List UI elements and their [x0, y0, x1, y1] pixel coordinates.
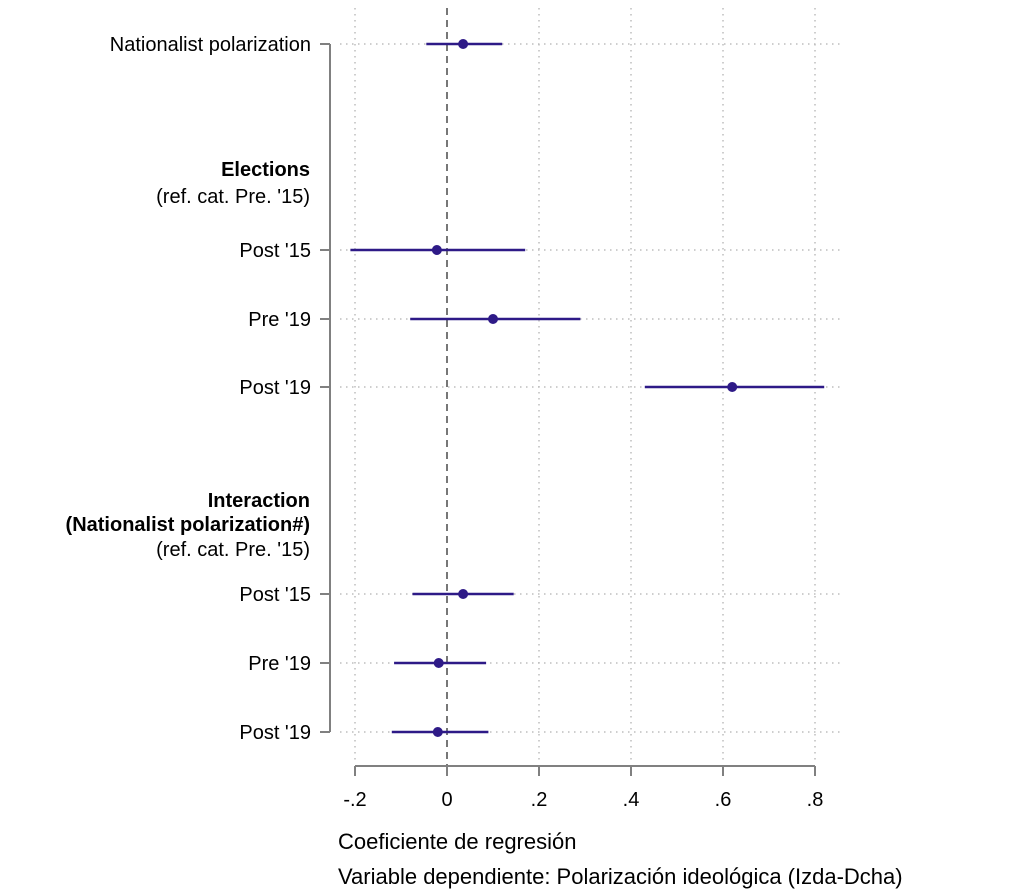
x-tick-label: .6: [715, 789, 732, 811]
coefficient-point: [727, 382, 738, 392]
x-ticks: -.2 0 .2 .4 .6 .8: [343, 766, 823, 811]
group-header-line: Elections: [221, 159, 310, 181]
group-header-line: Interaction: [208, 490, 310, 512]
x-tick-label: .4: [623, 789, 640, 811]
row-label: Post '15: [239, 240, 311, 262]
coefficient-point: [432, 727, 443, 737]
coefficient-point: [433, 658, 444, 668]
coefficient-point: [431, 245, 442, 255]
chart-note: Variable dependiente: Polarización ideol…: [338, 864, 903, 889]
row-label: Nationalist polarization: [110, 34, 311, 56]
group-header-line: (ref. cat. Pre. '15): [156, 186, 310, 208]
x-axis-label: Coeficiente de regresión: [338, 829, 576, 854]
grid: [340, 8, 840, 766]
row-label: Post '19: [239, 722, 311, 744]
coefficient-point: [458, 589, 469, 599]
row-label: Pre '19: [248, 309, 311, 331]
row-label: Pre '19: [248, 653, 311, 675]
axes: [329, 44, 815, 767]
x-tick-label: -.2: [343, 789, 366, 811]
group-header-line: (Nationalist polarization#): [66, 514, 310, 536]
x-tick-label: .8: [807, 789, 824, 811]
y-labels: Elections (ref. cat. Pre. '15) Interaction…: [66, 34, 330, 744]
row-label: Post '15: [239, 584, 311, 606]
group-header-line: (ref. cat. Pre. '15): [156, 539, 310, 561]
x-tick-label: 0: [441, 789, 452, 811]
x-tick-label: .2: [531, 789, 548, 811]
coefficient-point: [458, 39, 469, 49]
coefficient-marks: [350, 39, 825, 737]
row-label: Post '19: [239, 377, 311, 399]
coefficient-point: [488, 314, 498, 324]
